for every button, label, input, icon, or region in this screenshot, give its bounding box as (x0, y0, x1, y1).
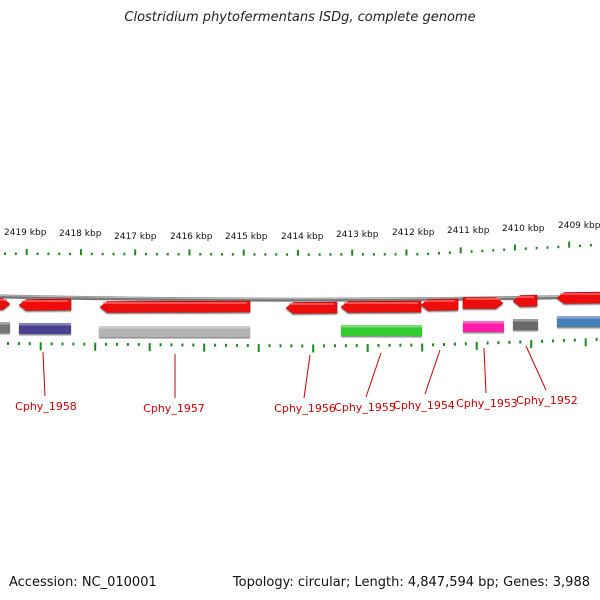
gene-label[interactable]: Cphy_1952 (516, 394, 578, 407)
scale-ticks-top (4, 241, 592, 256)
cog-block-highlight (341, 325, 422, 328)
cog-block-highlight (463, 321, 504, 324)
label-leader-line (525, 345, 547, 391)
gene-arrow (462, 297, 504, 309)
scale-label: 2410 kbp (502, 224, 545, 234)
genome-summary-label: Topology: circular; Length: 4,847,594 bp… (232, 575, 590, 590)
accession-label: Accession: NC_010001 (9, 575, 157, 590)
gene-labels: Cphy_1958 Cphy_1957 Cphy_1956Cphy_1955Cphy… (15, 394, 578, 415)
label-leader-line (42, 351, 46, 397)
cog-block (463, 321, 504, 332)
cog-block (341, 325, 422, 336)
gene-label[interactable]: Cphy_1954 (393, 399, 455, 412)
label-leader-line (365, 352, 382, 398)
gene-label[interactable]: Cphy_1957 (143, 402, 205, 415)
scale-label: 2414 kbp (281, 232, 324, 242)
cog-block-highlight (99, 326, 250, 329)
label-leaders (42, 345, 547, 399)
scale-labels: 2419 kbp 2418 kbp 2417 kbp 2416 kbp 2415 kbp… (4, 221, 600, 242)
outer-feature-track (0, 291, 600, 314)
scale-label: 2415 kbp (225, 232, 268, 242)
scale-label: 2411 kbp (447, 226, 490, 236)
cog-block (557, 316, 600, 327)
scale-label: 2416 kbp (170, 232, 213, 242)
gene-label[interactable]: Cphy_1956 (274, 402, 336, 415)
cog-block (513, 319, 538, 330)
cog-block (19, 323, 71, 334)
cog-block-highlight (19, 323, 71, 326)
gene-label[interactable]: Cphy_1958 (15, 400, 77, 413)
cog-block-highlight (513, 319, 538, 322)
cog-block-highlight (0, 322, 10, 325)
scale-label: 2419 kbp (4, 228, 47, 238)
cog-block (0, 322, 10, 333)
scale-label: 2409 kbp (558, 221, 600, 231)
scale-label: 2418 kbp (59, 229, 102, 239)
cog-block (99, 326, 250, 337)
scale-label: 2412 kbp (392, 228, 435, 238)
scale-label: 2417 kbp (114, 232, 157, 242)
map-title: Clostridium phytofermentans ISDg, comple… (124, 10, 476, 25)
genome-backbone (0, 294, 600, 302)
cog-block-highlight (557, 316, 600, 319)
gene-arrow (0, 298, 11, 310)
scale-label: 2413 kbp (336, 230, 379, 240)
inner-feature-track (0, 316, 600, 337)
label-leader-line (303, 354, 311, 399)
label-leader-line (483, 347, 487, 394)
gene-label[interactable]: Cphy_1953 (456, 397, 518, 410)
scale-ticks-bottom (7, 337, 598, 353)
gene-label[interactable]: Cphy_1955 (334, 401, 396, 414)
label-leader-line (424, 349, 441, 395)
